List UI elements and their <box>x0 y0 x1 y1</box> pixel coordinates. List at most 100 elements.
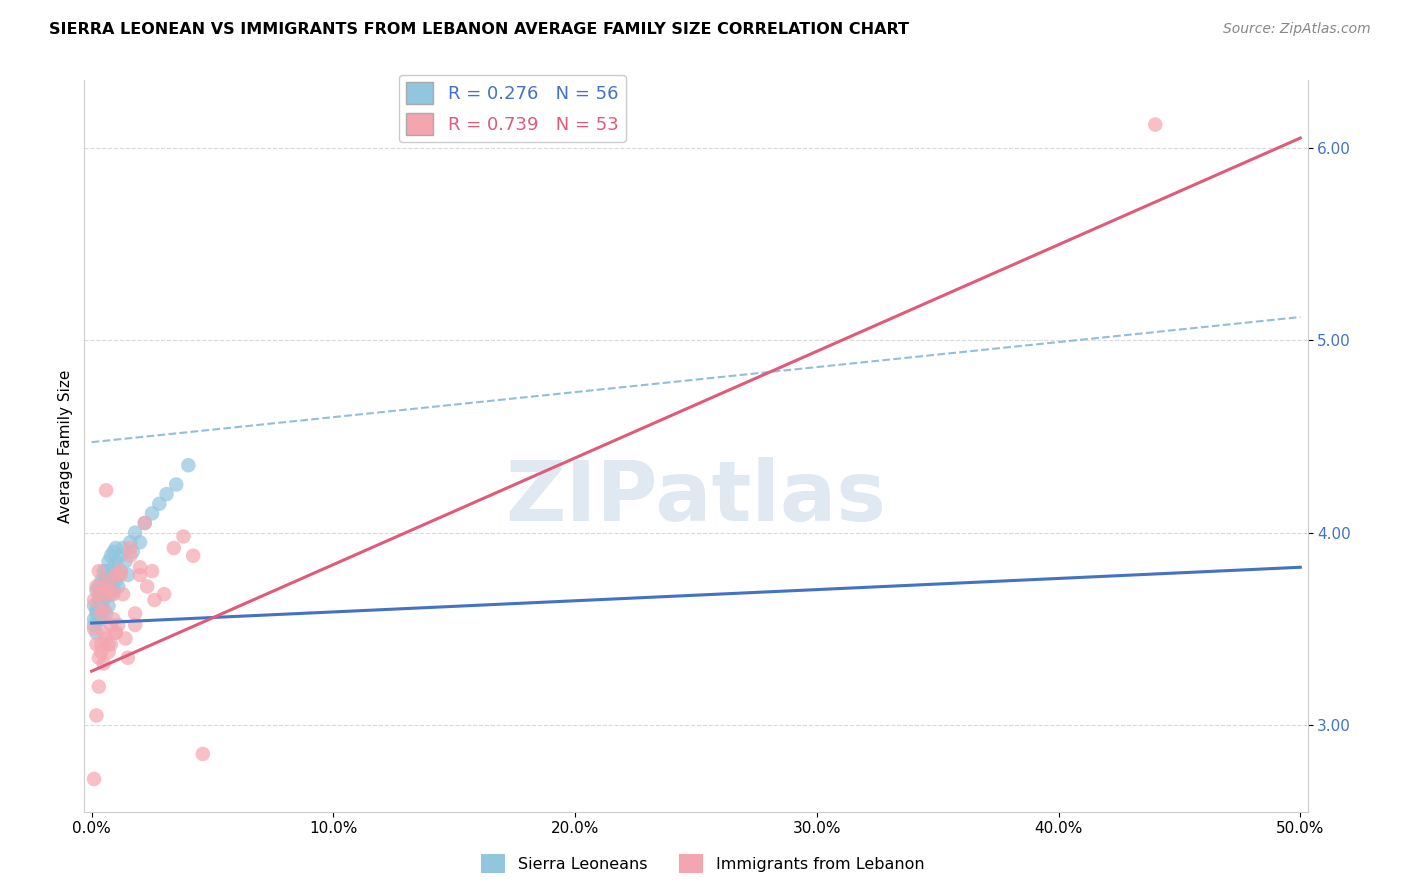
Point <box>90 612 112 626</box>
Point <box>94 483 117 498</box>
Point <box>87 593 110 607</box>
Point <box>100 549 122 563</box>
Point <box>129 535 152 549</box>
Point <box>104 625 127 640</box>
Point <box>153 587 176 601</box>
Point <box>112 587 135 601</box>
Point <box>120 541 142 555</box>
Point <box>107 580 129 594</box>
Point <box>93 602 115 616</box>
Legend: Sierra Leoneans, Immigrants from Lebanon: Sierra Leoneans, Immigrants from Lebanon <box>475 847 931 880</box>
Point <box>148 497 170 511</box>
Point <box>104 568 127 582</box>
Point <box>103 560 125 574</box>
Point <box>83 593 105 607</box>
Point <box>191 747 214 761</box>
Point <box>172 529 194 543</box>
Point <box>141 507 163 521</box>
Point <box>136 580 159 594</box>
Point <box>141 564 163 578</box>
Point <box>93 593 115 607</box>
Point <box>87 593 110 607</box>
Text: SIERRA LEONEAN VS IMMIGRANTS FROM LEBANON AVERAGE FAMILY SIZE CORRELATION CHART: SIERRA LEONEAN VS IMMIGRANTS FROM LEBANO… <box>49 22 910 37</box>
Point <box>100 587 122 601</box>
Text: ZIPatlas: ZIPatlas <box>506 457 886 538</box>
Point <box>97 574 120 588</box>
Point <box>90 583 112 598</box>
Point <box>94 632 117 646</box>
Point <box>165 477 187 491</box>
Point <box>93 564 115 578</box>
Y-axis label: Average Family Size: Average Family Size <box>58 369 73 523</box>
Point <box>114 632 136 646</box>
Point <box>94 587 117 601</box>
Point <box>100 618 122 632</box>
Point <box>103 583 125 598</box>
Point <box>134 516 156 530</box>
Text: Source: ZipAtlas.com: Source: ZipAtlas.com <box>1223 22 1371 37</box>
Point <box>103 587 125 601</box>
Point <box>87 612 110 626</box>
Point <box>97 554 120 568</box>
Point <box>104 625 127 640</box>
Point <box>83 622 105 636</box>
Point <box>94 564 117 578</box>
Point <box>86 708 108 723</box>
Point <box>107 568 129 582</box>
Point <box>155 487 177 501</box>
Point <box>124 618 146 632</box>
Point <box>87 564 110 578</box>
Point <box>90 637 112 651</box>
Point <box>104 541 127 555</box>
Point <box>87 587 110 601</box>
Point <box>93 625 115 640</box>
Point <box>93 574 115 588</box>
Point <box>86 580 108 594</box>
Point <box>93 580 115 594</box>
Point <box>114 554 136 568</box>
Point <box>100 574 122 588</box>
Point <box>83 772 105 786</box>
Point <box>87 602 110 616</box>
Point <box>94 587 117 601</box>
Point <box>129 560 152 574</box>
Point <box>90 599 112 613</box>
Point <box>83 599 105 613</box>
Point <box>107 618 129 632</box>
Point <box>83 612 105 626</box>
Point <box>124 525 146 540</box>
Point <box>181 549 204 563</box>
Point <box>97 637 120 651</box>
Point <box>90 574 112 588</box>
Point <box>86 583 108 598</box>
Point <box>100 583 122 598</box>
Point <box>97 580 120 594</box>
Point <box>143 593 166 607</box>
Point <box>97 645 120 659</box>
Point <box>87 680 110 694</box>
Point <box>177 458 200 473</box>
Legend: R = 0.276   N = 56, R = 0.739   N = 53: R = 0.276 N = 56, R = 0.739 N = 53 <box>399 75 626 142</box>
Point <box>110 568 132 582</box>
Point <box>86 607 108 621</box>
Point <box>120 549 142 563</box>
Point <box>110 564 132 578</box>
Point <box>110 564 132 578</box>
Point <box>90 645 112 659</box>
Point <box>104 574 127 588</box>
Point <box>97 599 120 613</box>
Point <box>117 568 139 582</box>
Point <box>86 602 108 616</box>
Point <box>117 650 139 665</box>
Point <box>103 545 125 559</box>
Point <box>94 607 117 621</box>
Point <box>87 580 110 594</box>
Point <box>129 568 152 582</box>
Point <box>124 607 146 621</box>
Point <box>93 580 115 594</box>
Point <box>93 657 115 671</box>
Point <box>1144 118 1167 132</box>
Point <box>103 612 125 626</box>
Point <box>100 637 122 651</box>
Point <box>90 607 112 621</box>
